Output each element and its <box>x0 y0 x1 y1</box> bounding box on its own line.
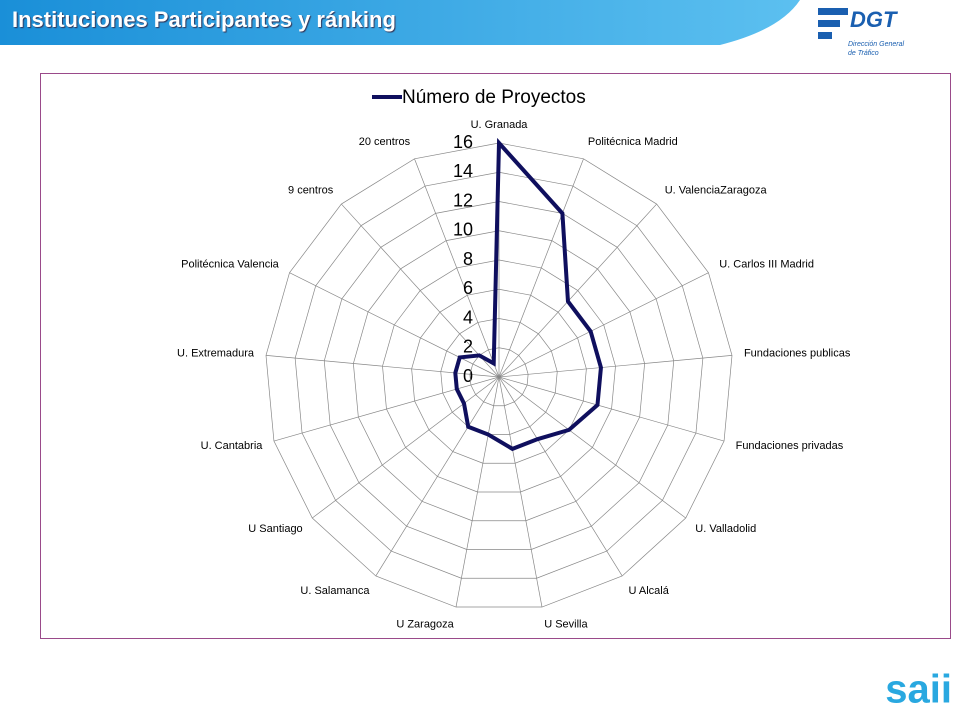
grid-ring <box>469 347 529 407</box>
y-tick-label: 10 <box>453 220 473 240</box>
grid-ring <box>382 259 616 493</box>
logo-bar <box>818 8 848 15</box>
logo-subtitle: Dirección General <box>848 41 904 48</box>
category-label: U. Cantabria <box>201 440 264 452</box>
category-label: U. Salamanca <box>300 585 370 597</box>
y-tick-label: 12 <box>453 190 473 210</box>
series-line <box>453 137 603 452</box>
category-label: 20 centros <box>359 136 411 148</box>
grid-ring <box>323 201 675 550</box>
category-label: U Zaragoza <box>396 619 454 631</box>
category-label: Fundaciones privadas <box>736 440 844 452</box>
slide-title: Instituciones Participantes y ránking <box>12 7 396 32</box>
category-label: U Sevilla <box>544 619 588 631</box>
y-tick-label: 16 <box>453 132 473 152</box>
y-tick-label: 6 <box>463 278 473 298</box>
logo-text: DGT <box>850 7 898 32</box>
y-tick-label: 4 <box>463 307 473 327</box>
category-label: U. Carlos III Madrid <box>719 259 814 271</box>
logo-subtitle: de Tráfico <box>848 50 879 57</box>
grid-ring <box>265 142 733 608</box>
category-label: U Alcalá <box>629 585 670 597</box>
category-label: U Santiago <box>248 523 302 535</box>
grid-ring <box>411 288 587 464</box>
category-label: Fundaciones publicas <box>744 348 851 360</box>
dgt-logo: DGT Dirección General de Tráfico <box>818 7 904 57</box>
category-label: U. Extremadura <box>177 348 255 360</box>
category-label: Politécnica Madrid <box>588 136 678 148</box>
category-label: U. Granada <box>471 119 529 131</box>
chart: 0 2 4 6 8 10 12 14 16U. Granada Politécnica Madri… <box>177 87 851 631</box>
y-tick-label: 0 <box>463 366 473 386</box>
grid-ring <box>440 318 558 435</box>
category-label: Politécnica Valencia <box>181 259 280 271</box>
legend-label: Número de Proyectos <box>402 87 586 108</box>
y-tick-label: 2 <box>463 337 473 357</box>
grid-ring <box>353 230 645 522</box>
grid-ring <box>294 171 704 579</box>
category-label: 9 centros <box>288 185 334 197</box>
footer-logo: saii <box>885 668 952 712</box>
header-band <box>0 0 800 45</box>
y-tick-label: 8 <box>463 249 473 269</box>
logo-bar <box>818 32 832 39</box>
logo-bar <box>818 20 840 27</box>
category-label: U. ValenciaZaragoza <box>665 185 768 197</box>
category-label: U. Valladolid <box>695 523 756 535</box>
y-tick-label: 14 <box>453 161 473 181</box>
